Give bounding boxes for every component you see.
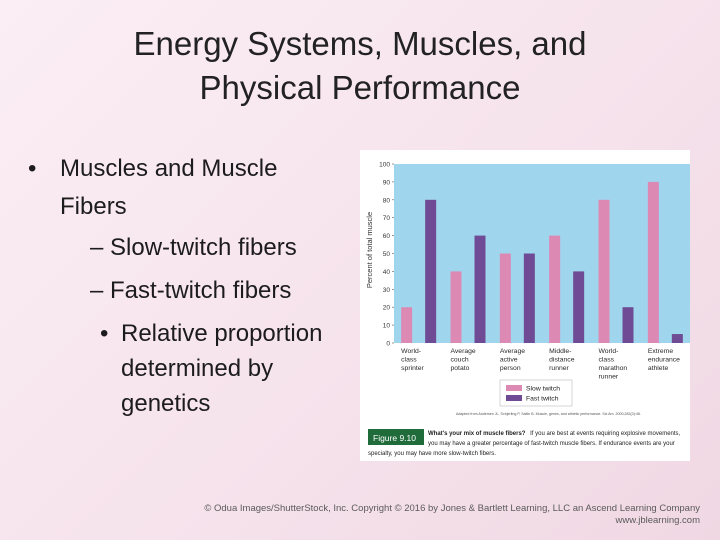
y-tick-label: 60 bbox=[383, 233, 391, 240]
y-ticks: 0 10 20 30 40 50 60 70 80 90 100 bbox=[379, 162, 394, 348]
x-tick-label-line: Extreme bbox=[648, 348, 674, 355]
x-tick-label: World-class sprinter bbox=[401, 348, 424, 372]
slide-title-line1: Energy Systems, Muscles, and bbox=[133, 25, 587, 62]
x-tick-label: Average couch potato bbox=[451, 348, 476, 372]
y-tick-label: 90 bbox=[383, 179, 391, 186]
y-tick-label: 80 bbox=[383, 197, 391, 204]
x-tick-label-line: World- bbox=[599, 348, 619, 355]
y-tick-label: 40 bbox=[383, 269, 391, 276]
y-tick-label: 10 bbox=[383, 323, 391, 330]
bar-fast-twitch bbox=[474, 235, 486, 343]
bullet-list: • Muscles and Muscle Fibers – Slow-twitc… bbox=[28, 150, 348, 421]
bullet-slow-twitch: – Slow-twitch fibers bbox=[90, 234, 297, 261]
fiber-chart: Percent of total muscle 0 10 20 30 40 50 60 70 8… bbox=[365, 162, 690, 457]
plot-area bbox=[394, 164, 690, 343]
credit-line2: www.jblearning.com bbox=[615, 515, 700, 526]
figure-caption-line1: What's your mix of muscle fibers? If you… bbox=[428, 431, 681, 437]
x-tick-label-line: World- bbox=[401, 348, 421, 355]
credit-line1: © Odua Images/ShutterStock, Inc. Copyrig… bbox=[204, 503, 700, 514]
legend-swatch bbox=[506, 395, 522, 401]
figure-label-box bbox=[368, 429, 424, 445]
bar-slow-twitch bbox=[450, 271, 462, 343]
bar-fast-twitch bbox=[523, 253, 535, 343]
x-tick-label-line: runner bbox=[599, 374, 619, 381]
y-axis-label: Percent of total muscle bbox=[365, 212, 374, 288]
x-tick-label-line: endurance bbox=[648, 357, 680, 364]
x-tick-label-line: potato bbox=[451, 365, 470, 372]
x-tick-label: Extreme endurance athlete bbox=[648, 348, 680, 372]
bullet-muscles: • Muscles and Muscle Fibers bbox=[28, 150, 348, 226]
x-tick-label: Average active person bbox=[500, 348, 525, 372]
figure-panel: Percent of total muscle 0 10 20 30 40 50 60 70 8… bbox=[360, 150, 690, 461]
bullet-muscles-text: Muscles and Muscle Fibers bbox=[60, 155, 278, 220]
bar-fast-twitch bbox=[425, 199, 437, 343]
x-tick-label: Middle-distance runner bbox=[549, 348, 575, 372]
x-tick-label-line: active bbox=[500, 357, 518, 364]
legend: Slow twitch Fast twitch bbox=[499, 379, 573, 407]
y-tick-label: 20 bbox=[383, 305, 391, 312]
bar-slow-twitch bbox=[401, 307, 413, 343]
x-tick-label-line: athlete bbox=[648, 365, 669, 372]
x-tick-label-line: Average bbox=[500, 348, 525, 355]
bullet-genetics-text: Relative proportion determined by geneti… bbox=[121, 320, 323, 417]
bar-slow-twitch bbox=[647, 181, 659, 343]
y-tick-label: 0 bbox=[386, 341, 390, 348]
caption-line1: If you are best at events requiring expl… bbox=[530, 431, 680, 437]
legend-box bbox=[499, 379, 573, 407]
legend-swatch bbox=[506, 385, 522, 391]
x-tick-label-line: Average bbox=[451, 348, 476, 355]
x-tick-label-line: distance bbox=[549, 357, 575, 364]
bars bbox=[401, 181, 683, 343]
bar-slow-twitch bbox=[598, 199, 610, 343]
x-tick-label-line: Middle- bbox=[549, 348, 571, 355]
x-tick-label-line: sprinter bbox=[401, 365, 424, 372]
slide-title: Energy Systems, Muscles, and Physical Pe… bbox=[40, 22, 680, 110]
bar-fast-twitch bbox=[622, 307, 634, 343]
bullet-fast-twitch: – Fast-twitch fibers bbox=[90, 277, 292, 304]
figure-source: Adapted from Andersen JL, Schjerling P, … bbox=[456, 412, 641, 416]
legend-label: Slow twitch bbox=[526, 386, 560, 393]
x-tick-label-line: couch bbox=[451, 357, 469, 364]
bar-slow-twitch bbox=[499, 253, 511, 343]
caption-bold: What's your mix of muscle fibers? bbox=[428, 431, 526, 437]
legend-label: Fast twitch bbox=[526, 396, 559, 403]
bullet-dot-icon: • bbox=[28, 155, 37, 182]
x-tick-label-line: marathon bbox=[599, 365, 628, 372]
copyright-credit: © Odua Images/ShutterStock, Inc. Copyrig… bbox=[204, 503, 700, 527]
y-tick-label: 30 bbox=[383, 287, 391, 294]
figure-label: Figure 9.10 bbox=[373, 433, 416, 443]
y-tick-label: 70 bbox=[383, 215, 391, 222]
y-tick-label: 100 bbox=[379, 162, 390, 169]
bar-slow-twitch bbox=[549, 235, 561, 343]
figure-caption-line3: specialty, you may have more slow-twitch… bbox=[368, 451, 496, 457]
bar-fast-twitch bbox=[573, 271, 585, 343]
x-tick-label-line: class bbox=[401, 357, 417, 364]
bar-fast-twitch bbox=[671, 334, 683, 343]
sub-bullet-dot-icon: • bbox=[100, 320, 109, 347]
x-tick-label: World-class marathon runner bbox=[599, 348, 628, 381]
x-tick-label-line: runner bbox=[549, 365, 569, 372]
y-tick-label: 50 bbox=[383, 251, 391, 258]
slide-title-line2: Physical Performance bbox=[199, 69, 521, 106]
x-tick-label-line: class bbox=[599, 357, 615, 364]
figure-caption-line2: you may have a greater percentage of fas… bbox=[428, 441, 675, 447]
x-tick-label-line: person bbox=[500, 365, 521, 372]
bullet-genetics: • Relative proportion determined by gene… bbox=[28, 316, 348, 421]
